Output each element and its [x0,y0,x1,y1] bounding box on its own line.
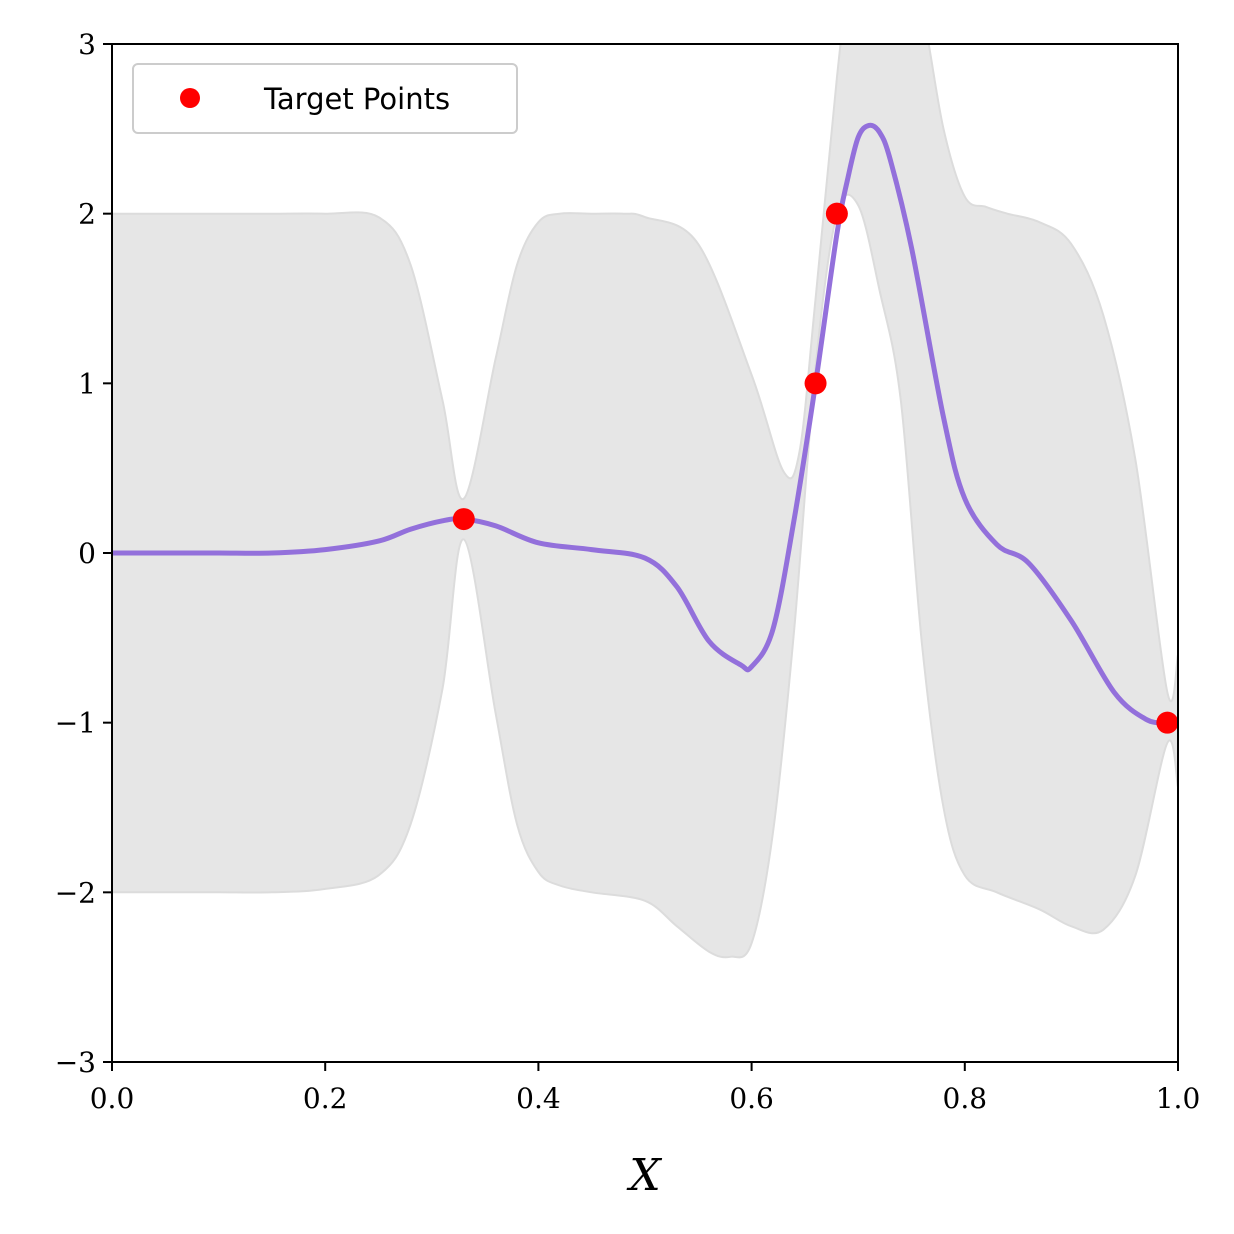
legend-label: Target Points [263,82,450,116]
y-tick-label: 2 [78,198,96,231]
y-tick-label: −1 [55,707,96,740]
target-point [1156,711,1179,734]
legend-frame [132,63,518,134]
confidence-band [112,44,1178,959]
x-tick-label: 0.6 [729,1082,774,1115]
x-axis-label: X [626,1150,662,1201]
legend-marker [180,88,200,108]
y-tick-label: −2 [55,876,96,909]
y-axis-ticks: 3 2 1 0 −1 −2 −3 [55,28,112,1079]
x-tick-label: 0.2 [303,1082,348,1115]
y-tick-label: 1 [78,367,96,400]
target-point [825,202,848,225]
mean-line [112,122,1178,726]
target-point [452,508,475,531]
y-tick-label: −3 [55,1046,96,1079]
y-tick-label: 0 [78,537,96,570]
target-point [804,372,827,395]
legend: Target Points [132,63,518,134]
target-points [452,202,1179,734]
x-axis-ticks: 0.0 0.2 0.4 0.6 0.8 1.0 [90,1062,1201,1115]
y-tick-label: 3 [78,28,96,61]
x-tick-label: 0.4 [516,1082,561,1115]
x-tick-label: 0.8 [943,1082,988,1115]
x-tick-label: 0.0 [90,1082,135,1115]
x-tick-label: 1.0 [1156,1082,1201,1115]
